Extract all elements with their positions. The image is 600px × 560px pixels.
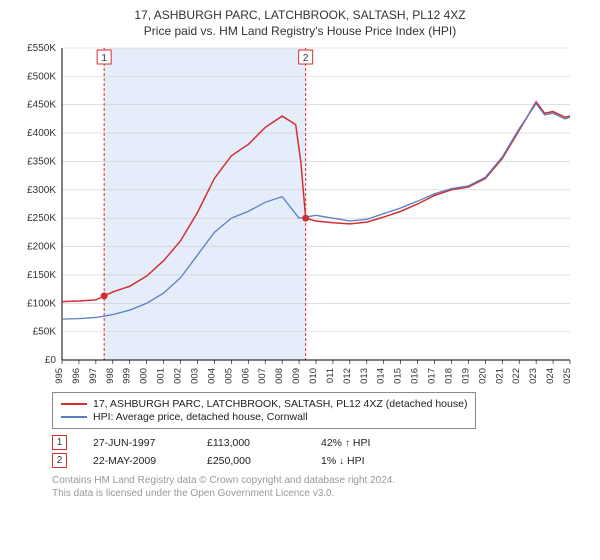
svg-text:2014: 2014 <box>376 368 387 384</box>
svg-text:1: 1 <box>101 53 107 64</box>
svg-text:2006: 2006 <box>240 368 251 384</box>
svg-text:2000: 2000 <box>139 368 150 384</box>
svg-text:2024: 2024 <box>545 368 556 384</box>
legend-label-hpi: HPI: Average price, detached house, Corn… <box>93 411 308 423</box>
svg-text:1996: 1996 <box>71 368 82 384</box>
marker-badge-2: 2 <box>52 453 67 468</box>
svg-text:2019: 2019 <box>460 368 471 384</box>
marker-row-1: 1 27-JUN-1997 £113,000 42% ↑ HPI <box>52 435 588 450</box>
chart-svg: £0 £50K £100K £150K £200K £250K £300K £350K £400… <box>16 44 576 384</box>
svg-text:£100K: £100K <box>27 298 56 309</box>
legend-swatch-hpi <box>61 416 87 418</box>
svg-text:£500K: £500K <box>27 71 56 82</box>
svg-text:2001: 2001 <box>156 368 167 384</box>
svg-text:£0: £0 <box>45 355 57 366</box>
svg-text:2: 2 <box>303 53 309 64</box>
legend-label-property: 17, ASHBURGH PARC, LATCHBROOK, SALTASH, … <box>93 398 467 410</box>
svg-text:2012: 2012 <box>342 368 353 384</box>
marker-badge-1: 1 <box>52 435 67 450</box>
legend-row-property: 17, ASHBURGH PARC, LATCHBROOK, SALTASH, … <box>61 398 467 410</box>
svg-text:2003: 2003 <box>189 368 200 384</box>
svg-text:2023: 2023 <box>528 368 539 384</box>
marker-price-2: £250,000 <box>207 455 295 467</box>
svg-text:£200K: £200K <box>27 242 56 253</box>
svg-text:1999: 1999 <box>122 368 133 384</box>
svg-text:£50K: £50K <box>33 327 57 338</box>
copyright-line2: This data is licensed under the Open Gov… <box>52 487 588 500</box>
svg-text:1995: 1995 <box>54 368 65 384</box>
title-block: 17, ASHBURGH PARC, LATCHBROOK, SALTASH, … <box>12 8 588 38</box>
svg-text:2022: 2022 <box>511 368 522 384</box>
svg-text:2009: 2009 <box>291 368 302 384</box>
svg-text:1997: 1997 <box>88 368 99 384</box>
svg-text:2016: 2016 <box>410 368 421 384</box>
svg-text:2004: 2004 <box>206 368 217 384</box>
copyright: Contains HM Land Registry data © Crown c… <box>52 474 588 500</box>
marker-date-2: 22-MAY-2009 <box>93 455 181 467</box>
svg-text:2015: 2015 <box>393 368 404 384</box>
svg-text:2008: 2008 <box>274 368 285 384</box>
copyright-line1: Contains HM Land Registry data © Crown c… <box>52 474 588 487</box>
svg-text:2018: 2018 <box>443 368 454 384</box>
svg-text:2020: 2020 <box>477 368 488 384</box>
legend-swatch-property <box>61 403 87 405</box>
svg-text:£150K: £150K <box>27 270 56 281</box>
svg-text:£300K: £300K <box>27 185 56 196</box>
svg-text:2002: 2002 <box>173 368 184 384</box>
title-main: 17, ASHBURGH PARC, LATCHBROOK, SALTASH, … <box>12 8 588 22</box>
svg-text:2007: 2007 <box>257 368 268 384</box>
svg-text:£400K: £400K <box>27 128 56 139</box>
arrow-up-icon: ↑ <box>345 438 350 449</box>
title-sub: Price paid vs. HM Land Registry's House … <box>12 24 588 38</box>
marker-row-2: 2 22-MAY-2009 £250,000 1% ↓ HPI <box>52 453 588 468</box>
marker-delta-1: 42% ↑ HPI <box>321 437 370 449</box>
marker-price-1: £113,000 <box>207 437 295 449</box>
marker-delta-2: 1% ↓ HPI <box>321 455 365 467</box>
svg-text:£250K: £250K <box>27 213 56 224</box>
svg-text:2013: 2013 <box>359 368 370 384</box>
svg-text:2021: 2021 <box>494 368 505 384</box>
svg-text:2005: 2005 <box>223 368 234 384</box>
svg-text:£350K: £350K <box>27 156 56 167</box>
marker-date-1: 27-JUN-1997 <box>93 437 181 449</box>
svg-text:£450K: £450K <box>27 100 56 111</box>
svg-text:2010: 2010 <box>308 368 319 384</box>
chart-area: £0 £50K £100K £150K £200K £250K £300K £350K £400… <box>16 44 576 384</box>
arrow-down-icon: ↓ <box>339 456 344 467</box>
svg-text:£550K: £550K <box>27 44 56 54</box>
svg-text:2017: 2017 <box>427 368 438 384</box>
legend-row-hpi: HPI: Average price, detached house, Corn… <box>61 411 467 423</box>
sale-markers: 1 27-JUN-1997 £113,000 42% ↑ HPI 2 22-MA… <box>52 435 588 468</box>
svg-text:2011: 2011 <box>325 368 336 384</box>
legend: 17, ASHBURGH PARC, LATCHBROOK, SALTASH, … <box>52 392 476 429</box>
svg-text:2025: 2025 <box>562 368 573 384</box>
svg-text:1998: 1998 <box>105 368 116 384</box>
chart-container: 17, ASHBURGH PARC, LATCHBROOK, SALTASH, … <box>0 0 600 560</box>
